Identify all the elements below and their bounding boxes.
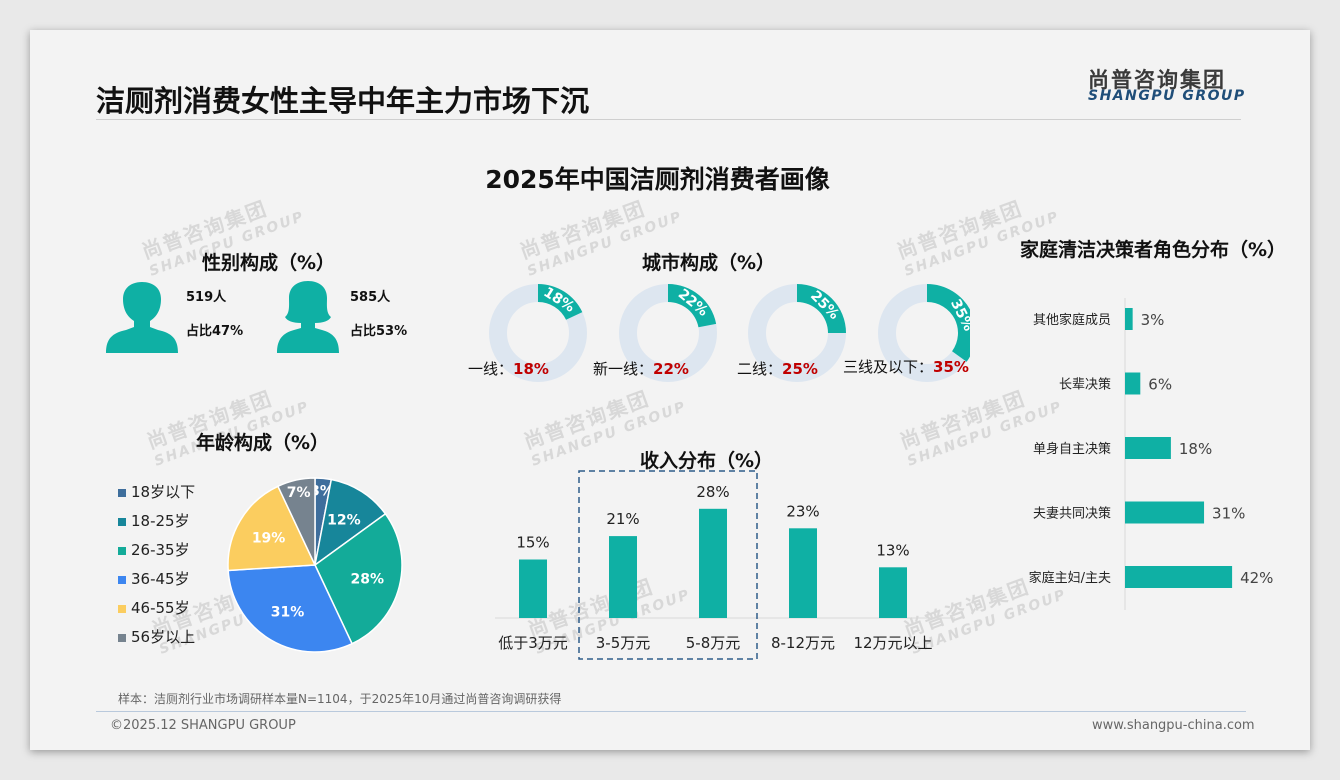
pie-value-label: 7% — [287, 485, 311, 501]
pie-value-label: 19% — [252, 531, 286, 547]
decision-value-label: 31% — [1212, 505, 1245, 523]
male-person-icon — [106, 282, 178, 353]
female-count: 585人 — [350, 290, 391, 305]
legend-swatch — [118, 546, 126, 555]
gender-section-title: 性别构成（%） — [202, 252, 336, 274]
income-category-label: 12万元以上 — [853, 634, 932, 652]
income-bar-chart: 15% 低于3万元 21% 3-5万元 28% 5-8万元 23% 8-12万元 13% 12万元… — [495, 470, 955, 660]
donut-segment — [927, 284, 970, 362]
income-category-label: 3-5万元 — [596, 634, 651, 652]
website-link[interactable]: www.shangpu-china.com — [1092, 718, 1255, 733]
pie-slice — [227, 485, 317, 572]
age-legend-item: 18-25岁 — [118, 510, 190, 531]
donut-segment — [668, 284, 717, 328]
decision-section-title: 家庭清洁决策者角色分布（%） — [1020, 239, 1287, 261]
decision-category-label: 其他家庭成员 — [1033, 312, 1111, 328]
logo-english: SHANGPU GROUP — [1088, 88, 1246, 104]
income-bar — [519, 559, 547, 618]
footer-divider — [96, 711, 1246, 712]
female-share: 占比53% — [350, 324, 408, 339]
female-person-icon — [277, 281, 339, 353]
sample-note: 样本：洁厕剂行业市场调研样本量N=1104，于2025年10月通过尚普咨询调研获… — [118, 692, 562, 706]
income-value-label: 23% — [786, 502, 819, 520]
legend-swatch — [118, 604, 126, 613]
male-count: 519人 — [186, 290, 227, 305]
pie-value-label: 31% — [271, 604, 305, 620]
decision-bar — [1125, 501, 1205, 524]
income-bar — [879, 567, 907, 618]
income-bar — [789, 528, 817, 618]
city-label-tier3-below: 三线及以下：35% — [843, 358, 969, 376]
income-value-label: 13% — [876, 541, 909, 559]
decision-category-label: 单身自主决策 — [1033, 441, 1111, 457]
city-label-tier2: 二线：25% — [737, 360, 818, 378]
donut-segment — [797, 284, 846, 333]
legend-swatch — [118, 575, 126, 584]
pie-slice — [313, 478, 387, 567]
income-value-label: 21% — [606, 510, 639, 528]
highlight-dashed-box — [578, 470, 758, 660]
decision-value-label: 6% — [1148, 376, 1172, 394]
income-category-label: 8-12万元 — [771, 634, 835, 652]
age-legend-item: 46-55岁 — [118, 597, 190, 618]
male-share: 占比47% — [186, 324, 244, 339]
pie-slice — [314, 512, 403, 645]
income-category-label: 低于3万元 — [498, 634, 568, 652]
decision-bar — [1125, 566, 1233, 588]
pie-value-label: 12% — [327, 512, 361, 528]
decision-bar — [1125, 437, 1171, 459]
decision-category-label: 夫妻共同决策 — [1033, 506, 1111, 522]
decision-bar-chart: 其他家庭成员 3% 长辈决策 6% 单身自主决策 18% 夫妻共同决策 31% 家庭主妇/主夫 4… — [1029, 298, 1273, 610]
income-value-label: 28% — [696, 483, 729, 501]
decision-value-label: 42% — [1240, 569, 1273, 587]
decision-bar — [1125, 372, 1141, 395]
donut-segment — [538, 284, 583, 320]
pie-value-label: 28% — [350, 571, 384, 587]
legend-swatch — [118, 633, 126, 642]
city-donut-charts: 18% 22% 25% 35% — [489, 284, 970, 382]
logo-chinese: 尚普咨询集团 — [1088, 68, 1226, 92]
decision-value-label: 3% — [1141, 311, 1165, 329]
city-section-title: 城市构成（%） — [642, 252, 776, 274]
decision-category-label: 家庭主妇/主夫 — [1029, 570, 1111, 586]
legend-swatch — [118, 517, 126, 526]
pie-slice — [227, 564, 354, 653]
decision-value-label: 18% — [1179, 440, 1212, 458]
age-section-title: 年龄构成（%） — [196, 432, 330, 454]
age-legend-item: 56岁以上 — [118, 626, 195, 647]
title-divider — [96, 119, 1241, 120]
legend-swatch — [118, 488, 126, 497]
decision-bar — [1125, 308, 1133, 330]
age-pie-chart: 3%12%28%31%19%7% — [227, 477, 403, 653]
income-bar — [699, 508, 727, 618]
city-label-new-tier1: 新一线：22% — [593, 360, 689, 378]
age-legend-item: 26-35岁 — [118, 539, 190, 560]
age-legend-item: 18岁以下 — [118, 481, 195, 502]
watermark: 尚普咨询集团 SHANGPU GROUP — [893, 196, 1062, 280]
city-label-tier1: 一线：18% — [468, 360, 549, 378]
income-section-title: 收入分布（%） — [640, 450, 774, 472]
age-legend-item: 36-45岁 — [118, 568, 190, 589]
pie-slice — [276, 477, 316, 566]
income-bar — [609, 536, 637, 618]
income-category-label: 5-8万元 — [686, 634, 741, 652]
copyright: ©2025.12 SHANGPU GROUP — [110, 718, 296, 733]
page-title: 洁厕剂消费女性主导中年主力市场下沉 — [96, 84, 590, 118]
income-value-label: 15% — [516, 534, 549, 552]
subtitle: 2025年中国洁厕剂消费者画像 — [485, 165, 830, 194]
decision-category-label: 长辈决策 — [1059, 377, 1111, 393]
slide: 尚普咨询集团 SHANGPU GROUP 尚普咨询集团 SHANGPU GROUP … — [30, 30, 1310, 750]
